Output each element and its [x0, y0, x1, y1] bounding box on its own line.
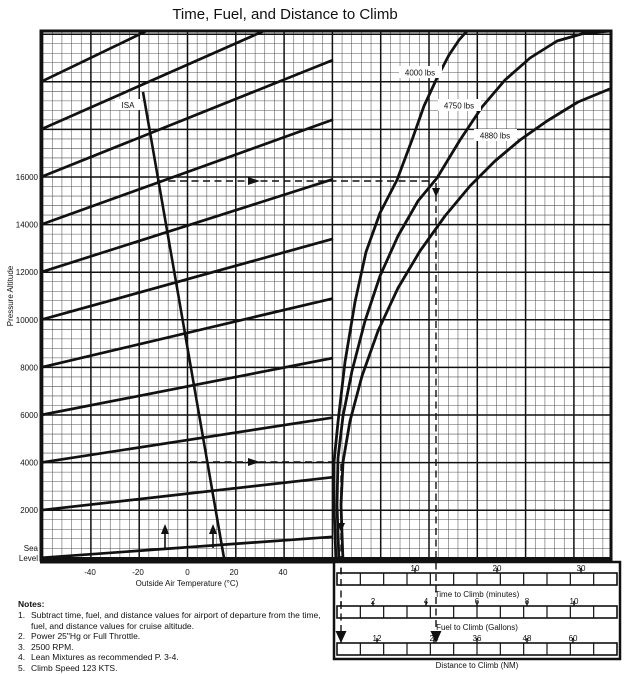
axis-ticks: -40 -20 0 20 40 16000 14000 12000 10000 8000 6000 4…	[16, 173, 288, 577]
x-tick-label: -20	[132, 568, 144, 577]
fuel-scale-title: Fuel to Climb (Gallons)	[436, 623, 518, 632]
distance-scale-title: Distance to Climb (NM)	[436, 661, 519, 670]
x-tick-label: 20	[230, 568, 239, 577]
guide-arrow-right	[248, 458, 260, 466]
plot-border	[39, 29, 613, 564]
y-tick-label: 12000	[16, 268, 39, 277]
isa-label-bg	[115, 99, 141, 110]
y-tick-label: 6000	[20, 411, 38, 420]
pressure-altitude-line	[40, 30, 152, 84]
x-axis-title: Outside Air Temperature (°C)	[136, 579, 239, 588]
note-item: 3. 2500 RPM.	[18, 641, 74, 652]
scale-tick-label: 10	[570, 597, 579, 606]
y-tick-label: 16000	[16, 173, 39, 182]
note-item: 4. Lean Mixtures as recommended P. 3-4.	[18, 652, 179, 663]
weight-curve-4880lbs	[339, 86, 612, 562]
notes: Notes: 1. Subtract time, fuel, and dista…	[18, 599, 332, 673]
guide-arrow-right	[248, 177, 260, 185]
weight-curve-4750lbs	[335, 30, 612, 562]
scale-tick-label: 4	[424, 597, 429, 606]
pressure-altitude-line	[40, 297, 334, 369]
isa-line	[141, 91, 226, 559]
curve-label-4000lbs: 4000 lbs	[405, 69, 435, 78]
scales-inset: 1020302468101224364860	[332, 560, 622, 661]
y-axis-level-label: Level	[19, 554, 38, 563]
scale-tick-label: 10	[411, 564, 420, 573]
pressure-altitude-line	[40, 237, 334, 322]
note-item: 1. Subtract time, fuel, and distance val…	[18, 610, 321, 631]
scale-tick-label: 20	[493, 564, 502, 573]
curve-label-bg-4000	[399, 66, 442, 78]
pressure-altitude-line	[40, 118, 334, 226]
scale-tick-label: 8	[525, 597, 530, 606]
scale-tick-label: 36	[473, 634, 482, 643]
pressure-altitude-line	[40, 416, 334, 464]
curve-label-bg-4880	[474, 129, 517, 141]
curve-label-bg-4750	[438, 99, 481, 111]
scale-tick-label: 2	[371, 597, 376, 606]
guide-arrow-up	[161, 524, 169, 534]
pressure-altitude-line	[40, 30, 270, 131]
scale-tick-label: 30	[577, 564, 586, 573]
y-tick-label: 4000	[20, 459, 38, 468]
y-tick-label: 8000	[20, 363, 38, 372]
guide-arrow-down-large	[335, 631, 347, 643]
x-tick-label: -40	[84, 568, 96, 577]
guide-arrow-down	[337, 523, 345, 532]
time-scale-title: Time to Climb (minutes)	[435, 590, 520, 599]
note-item: 5. Climb Speed 123 KTS.	[18, 662, 118, 673]
guide-arrow-down-large	[430, 631, 442, 643]
pressure-altitude-line	[40, 58, 334, 179]
pressure-altitude-line	[40, 475, 334, 512]
curve-label-4750lbs: 4750 lbs	[444, 102, 474, 111]
curve-label-4880lbs: 4880 lbs	[480, 132, 510, 141]
x-tick-label: 0	[185, 568, 190, 577]
guide-arrow-up	[209, 524, 217, 534]
note-item: 2. Power 25"Hg or Full Throttle.	[18, 631, 141, 642]
guide-arrow-down	[432, 188, 440, 197]
isa-label: ISA	[122, 101, 136, 110]
scale-tick-label: 60	[569, 634, 578, 643]
x-tick-label: 40	[279, 568, 288, 577]
scale-tick-label: 6	[475, 597, 480, 606]
pressure-altitude-line	[40, 356, 334, 417]
example-guides	[157, 177, 442, 643]
pressure-altitude-line	[40, 177, 334, 274]
grid	[41, 31, 611, 560]
notes-heading: Notes:	[18, 599, 45, 609]
y-tick-label: 10000	[16, 316, 39, 325]
y-axis-title: Pressure Altitude	[6, 265, 15, 326]
y-tick-label: 14000	[16, 221, 39, 230]
scale-tick-label: 48	[523, 634, 532, 643]
chart-title: Time, Fuel, and Distance to Climb	[172, 6, 398, 23]
pressure-altitude-line	[40, 535, 334, 560]
y-tick-label: 2000	[20, 506, 38, 515]
chart-lines	[40, 30, 612, 562]
weight-curve-4000lbs	[332, 30, 469, 562]
y-axis-sea-label: Sea	[24, 544, 39, 553]
scale-tick-label: 12	[373, 634, 382, 643]
